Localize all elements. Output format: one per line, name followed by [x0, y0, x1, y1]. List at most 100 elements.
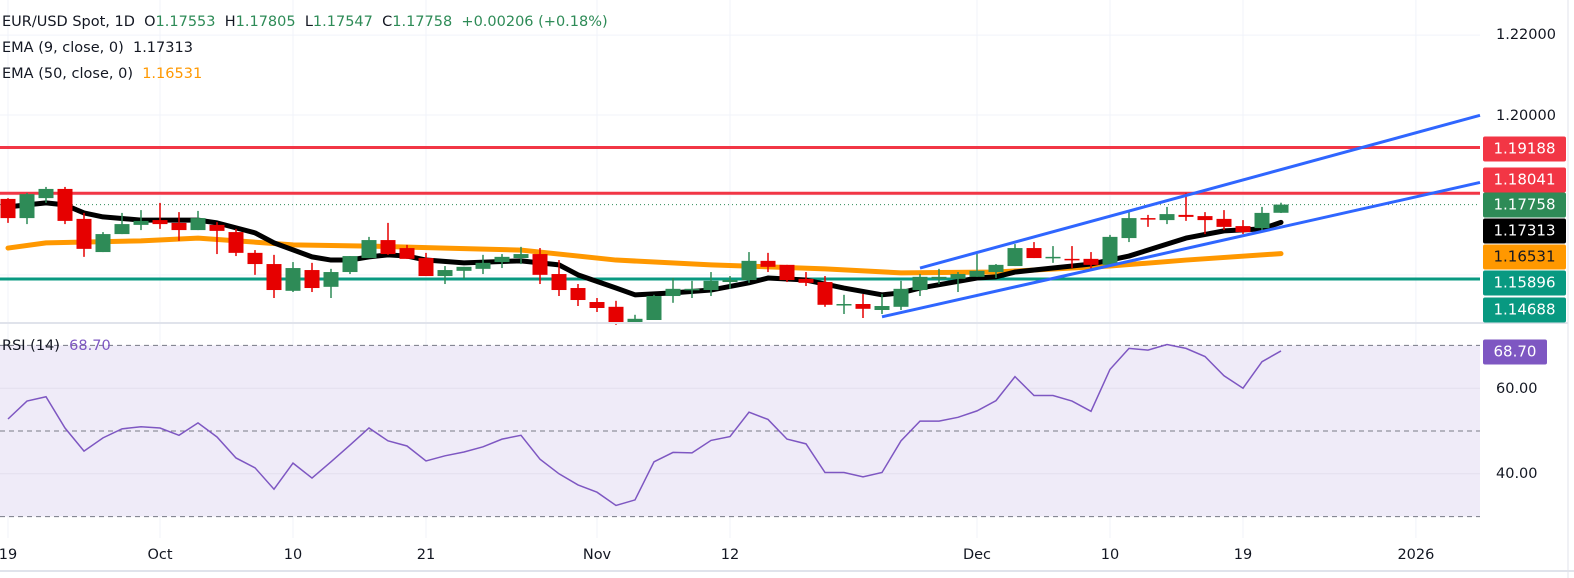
candle-up [912, 276, 928, 291]
low-label: L [304, 14, 313, 30]
moving-averages [5, 200, 1284, 298]
price-tick: 1.20000 [1496, 108, 1556, 124]
candle-up [1102, 236, 1118, 265]
candle-down [1235, 226, 1251, 233]
candle-up [1273, 204, 1289, 213]
candle-up [323, 272, 339, 287]
candle-up [988, 264, 1004, 273]
candle-down [608, 306, 624, 323]
candle-down [779, 264, 795, 281]
candle-up [361, 240, 377, 259]
candle-up [741, 260, 757, 281]
rsi-value: 68.70 [69, 338, 111, 354]
tag-resistance-1: 1.18041 [1483, 167, 1566, 193]
candle-up [38, 188, 54, 199]
candle-up [893, 288, 909, 307]
candle-up [665, 288, 681, 297]
candle-up [1254, 212, 1270, 229]
time-label: Dec [962, 547, 992, 563]
time-label: 19 [1233, 547, 1253, 563]
candle-up [475, 262, 491, 269]
candle-up [627, 318, 643, 323]
candle-up [646, 296, 662, 320]
candle-down [0, 198, 16, 219]
candle-up [703, 280, 719, 291]
tag-resistance-2: 1.19188 [1483, 136, 1566, 162]
tag-support: 1.15896 [1483, 270, 1566, 296]
tag-rsi: 68.70 [1483, 339, 1547, 365]
candle-down [1140, 218, 1156, 220]
candle-down [209, 224, 225, 231]
candle-up [437, 270, 453, 277]
candle-up [1121, 218, 1137, 239]
candle-up [684, 288, 700, 291]
candle-down [855, 304, 871, 309]
open-value: 1.17553 [155, 14, 216, 30]
open-label: O [144, 14, 156, 30]
grid [0, 0, 1480, 538]
candle-down [57, 188, 73, 221]
rsi-label: RSI (14) [2, 338, 60, 354]
candle-up [114, 224, 130, 235]
candle-down [817, 282, 833, 305]
candle-down [380, 240, 396, 255]
change-value: +0.00206 (+0.18%) [461, 14, 608, 30]
candle-down [760, 260, 776, 267]
time-label: Nov [582, 547, 612, 563]
close-value: 1.17758 [392, 14, 453, 30]
candle-down [1216, 218, 1232, 227]
price-tick: 1.22000 [1496, 27, 1556, 43]
high-label: H [224, 14, 236, 30]
candle-down [1197, 216, 1213, 221]
candle-up [494, 256, 510, 263]
tag-last-price: 1.17758 [1483, 192, 1566, 218]
candle-down [570, 288, 586, 301]
rsi-tick: 60.00 [1496, 381, 1538, 397]
rsi-tick: 40.00 [1496, 466, 1538, 482]
candle-down [589, 302, 605, 309]
time-label: 10 [1100, 547, 1120, 563]
candle-down [551, 274, 567, 291]
ema9-legend[interactable]: EMA (9, close, 0) 1.17313 [2, 39, 193, 57]
channel-lower-line [881, 180, 1481, 319]
ema50-legend[interactable]: EMA (50, close, 0) 1.16531 [2, 65, 202, 83]
candle-up [836, 304, 852, 306]
tag-ema9: 1.17313 [1483, 218, 1566, 244]
symbol-title[interactable]: EUR/USD Spot, 1D [2, 14, 135, 30]
rsi-pane [0, 343, 1480, 518]
candle-up [1007, 248, 1023, 267]
candle-up [1045, 256, 1061, 259]
time-label: 21 [416, 547, 436, 563]
candle-down [532, 254, 548, 275]
ema9-label: EMA (9, close, 0) [2, 40, 124, 56]
candle-up [722, 280, 738, 283]
candle-down [1026, 248, 1042, 259]
ema9-line [5, 200, 1284, 298]
candle-down [1064, 258, 1080, 261]
tag-ema50: 1.16531 [1483, 244, 1566, 270]
rsi-legend[interactable]: RSI (14) 68.70 [2, 337, 111, 355]
high-value: 1.17805 [235, 14, 296, 30]
candle-down [1083, 258, 1099, 265]
ema50-label: EMA (50, close, 0) [2, 66, 133, 82]
candle-up [95, 234, 111, 253]
candle-down [418, 258, 434, 277]
candle-down [304, 270, 320, 289]
candle-up [456, 266, 472, 271]
candle-down [228, 232, 244, 253]
horizontal-levels [0, 145, 1480, 281]
channel-upper-line [919, 113, 1481, 270]
candle-up [19, 194, 35, 219]
candle-up [1159, 214, 1175, 221]
ema50-value: 1.16531 [142, 66, 203, 82]
close-label: C [382, 14, 393, 30]
candle-down [399, 248, 415, 259]
ema50-line [5, 235, 1284, 276]
candle-down [247, 252, 263, 265]
low-value: 1.17547 [312, 14, 373, 30]
rsi-line [7, 343, 1282, 507]
candles [0, 186, 1289, 325]
candle-up [285, 268, 301, 291]
time-label: Oct [147, 547, 173, 563]
